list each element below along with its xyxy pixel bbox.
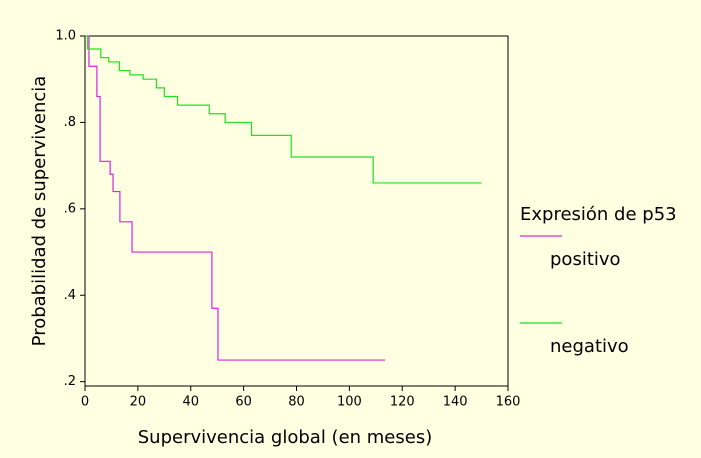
x-tick-label: 160 <box>496 395 521 410</box>
y-tick-label: .2 <box>64 374 76 389</box>
x-tick-label: 100 <box>337 395 362 410</box>
legend-title: Expresión de p53 <box>520 204 677 225</box>
x-tick-label: 0 <box>81 395 89 410</box>
y-tick-label: .4 <box>64 288 76 303</box>
y-tick-label: .6 <box>64 201 76 216</box>
x-tick-label: 60 <box>235 395 252 410</box>
x-tick-label: 120 <box>390 395 415 410</box>
legend-label: positivo <box>550 249 621 270</box>
x-tick-label: 40 <box>182 395 199 410</box>
x-tick-label: 140 <box>443 395 468 410</box>
y-tick-label: 1.0 <box>55 29 76 44</box>
x-tick-label: 80 <box>288 395 305 410</box>
km-curve <box>85 35 482 184</box>
plot-frame <box>84 35 509 387</box>
km-curve <box>85 35 386 361</box>
x-axis-title: Supervivencia global (en meses) <box>138 427 432 448</box>
x-tick-label: 20 <box>130 395 147 410</box>
y-tick-label: .8 <box>64 115 76 130</box>
y-axis-title: Probabilidad de supervivencia <box>29 76 50 347</box>
legend-label: negativo <box>550 336 629 357</box>
